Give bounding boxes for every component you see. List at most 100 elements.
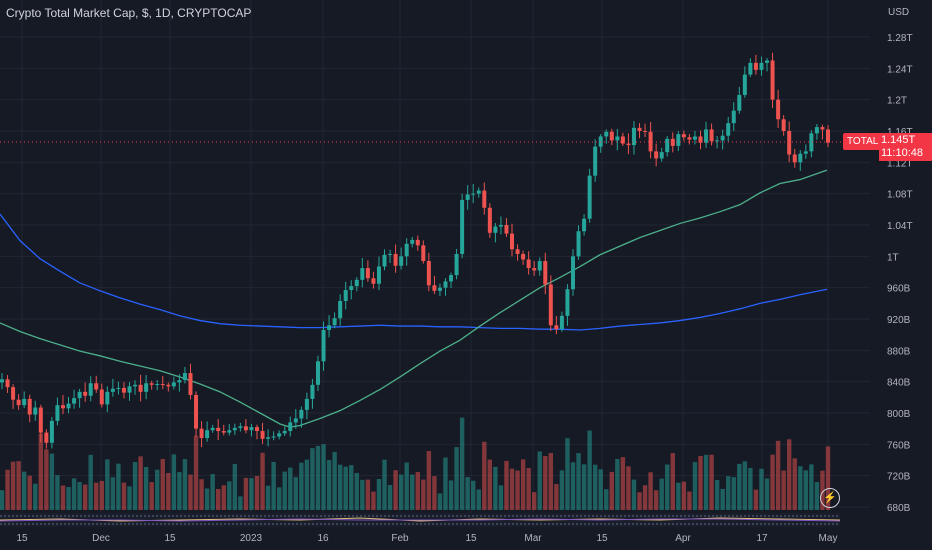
volume-bar	[27, 475, 32, 510]
candle-body	[404, 243, 409, 257]
candle-body	[526, 259, 531, 269]
candle-body	[332, 318, 337, 326]
volume-bar	[570, 462, 576, 510]
symbol-tag: TOTAL	[843, 133, 883, 150]
x-tick-label: 16	[317, 533, 329, 544]
candle-body	[643, 131, 648, 132]
candle-body	[415, 239, 420, 246]
candle-body	[704, 129, 709, 143]
candle-body	[105, 391, 110, 405]
volume-bar	[254, 475, 260, 510]
candle-body	[260, 431, 265, 439]
candle-body	[432, 285, 437, 291]
candle-body	[188, 373, 193, 395]
volume-bar	[38, 433, 44, 510]
y-tick-label: 1T	[887, 252, 899, 263]
volume-bar	[554, 484, 559, 510]
candle-body	[399, 256, 404, 266]
volume-bar	[415, 472, 420, 510]
candle-body	[698, 136, 703, 143]
volume-bar	[249, 478, 254, 510]
candle-body	[210, 427, 215, 431]
y-tick-label: 960B	[887, 284, 911, 295]
candle-body	[781, 119, 786, 131]
lightning-icon[interactable]: ⚡	[820, 488, 840, 508]
y-axis-labels: 1.28T 1.24T 1.2T 1.16T 1.12T 1.08T 1.04T 1T 960B…	[887, 33, 913, 514]
y-tick-label: 1.08T	[887, 190, 913, 201]
volume-bar	[343, 466, 348, 510]
volume-bar	[60, 485, 66, 510]
candle-body	[537, 261, 542, 271]
candle-body	[515, 249, 520, 254]
volume-bar	[188, 474, 193, 510]
volume-bar	[526, 468, 531, 510]
candle-body	[127, 386, 132, 393]
candle-body	[99, 389, 104, 405]
volume-bar	[171, 454, 177, 510]
volume-bar	[659, 478, 664, 510]
candle-body	[803, 151, 808, 154]
volume-bar	[737, 463, 742, 510]
candle-body	[654, 151, 659, 159]
y-tick-label: 760B	[887, 440, 911, 451]
volume-bar	[376, 478, 382, 510]
volume-bar	[33, 483, 38, 510]
candle-body	[776, 99, 781, 120]
volume-bar	[465, 477, 470, 510]
candle-body	[753, 62, 758, 70]
candle-body	[548, 284, 553, 326]
candle-body	[321, 329, 326, 362]
candle-body	[360, 268, 365, 280]
volume-bar	[299, 462, 304, 510]
x-axis-labels: 15 Dec 15 2023 16 Feb 15 Mar 15 Apr 17 May	[16, 533, 837, 544]
volume-bar	[631, 479, 637, 510]
candle-body	[576, 231, 581, 257]
x-tick-label: Dec	[92, 533, 110, 544]
volume-bar	[471, 480, 476, 510]
volume-bar	[504, 460, 509, 510]
candle-body	[205, 430, 210, 439]
volume-bar	[276, 487, 282, 510]
candle-body	[266, 437, 271, 439]
volume-bar	[720, 488, 725, 510]
volume-bar	[670, 453, 675, 510]
candle-body	[343, 290, 348, 301]
volume-bar	[88, 454, 93, 510]
candle-body	[465, 194, 470, 200]
oscillator-panel	[0, 513, 841, 527]
candle-body	[149, 383, 154, 385]
volume-bar	[437, 493, 443, 510]
candle-body	[659, 152, 664, 159]
volume-bar	[609, 471, 614, 510]
volume-bar	[642, 485, 648, 510]
candle-body	[759, 62, 764, 70]
candle-body	[11, 387, 16, 400]
volume-bar	[565, 438, 570, 510]
x-tick-label: Mar	[524, 533, 542, 544]
volume-bar	[216, 488, 221, 510]
volume-bar	[337, 464, 343, 510]
candle-body	[814, 127, 819, 134]
volume-bar	[382, 459, 387, 510]
volume-bar	[748, 467, 753, 510]
volume-bar	[443, 457, 448, 510]
candles	[0, 52, 830, 449]
candle-body	[770, 60, 775, 100]
candle-body	[715, 140, 720, 142]
candle-body	[798, 153, 803, 163]
volume-bar	[321, 444, 326, 510]
candle-body	[487, 207, 492, 233]
x-tick-label: 15	[465, 533, 477, 544]
candle-body	[5, 379, 10, 388]
x-tick-label: 2023	[240, 533, 263, 544]
candle-body	[22, 398, 27, 406]
volume-bar	[177, 472, 182, 510]
volume-bar	[548, 452, 554, 510]
x-tick-label: 17	[756, 533, 768, 544]
volume-bar	[365, 479, 371, 510]
candle-body	[748, 62, 753, 75]
candle-body	[504, 225, 509, 234]
volume-bar	[809, 464, 814, 510]
volume-bar	[703, 454, 709, 510]
candle-body	[304, 398, 309, 410]
